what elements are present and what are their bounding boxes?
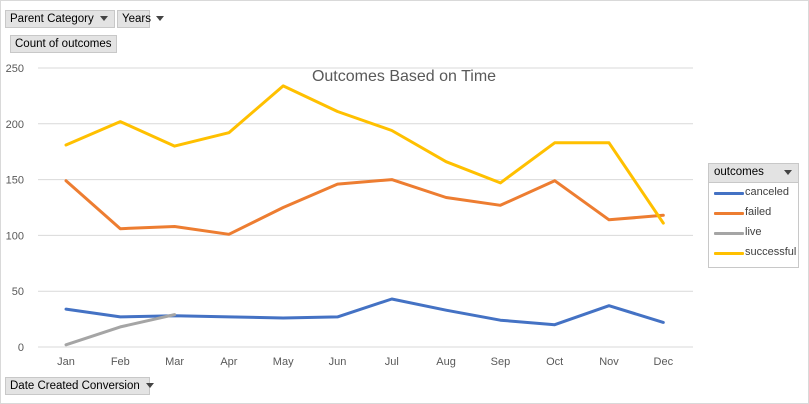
series-lines [64, 84, 665, 347]
x-tick-label: Apr [220, 356, 237, 368]
legend-swatch-live [714, 232, 744, 235]
axis-field-button[interactable]: Date Created Conversion [5, 377, 154, 395]
axis-field-label: Date Created Conversion [10, 380, 140, 392]
chevron-down-icon [145, 383, 154, 389]
x-tick-label: Jan [57, 356, 75, 368]
x-tick-label: Mar [165, 356, 184, 368]
y-tick-label: 0 [18, 342, 24, 354]
y-tick-label: 150 [6, 175, 24, 187]
x-tick-label: Sep [491, 356, 511, 368]
series-line-canceled [64, 297, 665, 327]
legend-label-successful: successful [745, 246, 797, 258]
value-field-label: Count of outcomes [15, 38, 112, 50]
x-tick-label: Jun [329, 356, 347, 368]
legend-swatch-failed [714, 212, 744, 215]
legend: outcomes canceled failed live successful [708, 163, 799, 268]
parent-category-label: Parent Category [10, 13, 94, 25]
series-line-live [64, 313, 177, 347]
chevron-down-icon [156, 16, 164, 22]
legend-title: outcomes [714, 166, 764, 178]
series-line-failed [64, 178, 665, 236]
years-label: Years [122, 13, 151, 25]
x-tick-label: Feb [111, 356, 130, 368]
chevron-down-icon [99, 16, 108, 22]
legend-field-button[interactable]: outcomes [709, 164, 798, 183]
parent-category-filter-button[interactable]: Parent Category [5, 10, 115, 28]
y-tick-label: 50 [12, 286, 24, 298]
x-tick-label: Jul [385, 356, 399, 368]
chevron-down-icon [784, 170, 792, 175]
legend-swatch-canceled [714, 192, 744, 195]
value-field-button[interactable]: Count of outcomes [10, 35, 117, 53]
y-tick-label: 200 [6, 119, 24, 131]
x-tick-label: May [273, 356, 294, 368]
x-tick-label: Oct [546, 356, 563, 368]
y-axis-ticks: 0 50 100 150 200 250 [6, 63, 24, 354]
legend-item-live: live [709, 223, 798, 243]
series-line-successful [64, 84, 665, 225]
legend-label-live: live [745, 226, 762, 238]
years-filter-button[interactable]: Years [117, 10, 164, 28]
x-tick-label: Nov [599, 356, 619, 368]
x-tick-label: Aug [436, 356, 456, 368]
legend-label-failed: failed [745, 206, 772, 218]
legend-item-canceled: canceled [709, 183, 798, 203]
gridlines [38, 67, 693, 348]
legend-item-successful: successful [709, 243, 798, 263]
chart-title: Outcomes Based on Time [312, 68, 496, 85]
y-tick-label: 250 [6, 63, 24, 75]
legend-item-failed: failed [709, 203, 798, 223]
x-axis-ticks: Jan Feb Mar Apr May Jun Jul Aug Sep Oct Nov Dec [57, 356, 673, 368]
x-tick-label: Dec [654, 356, 674, 368]
y-tick-label: 100 [6, 230, 24, 242]
legend-swatch-successful [714, 252, 744, 255]
legend-label-canceled: canceled [745, 186, 790, 198]
